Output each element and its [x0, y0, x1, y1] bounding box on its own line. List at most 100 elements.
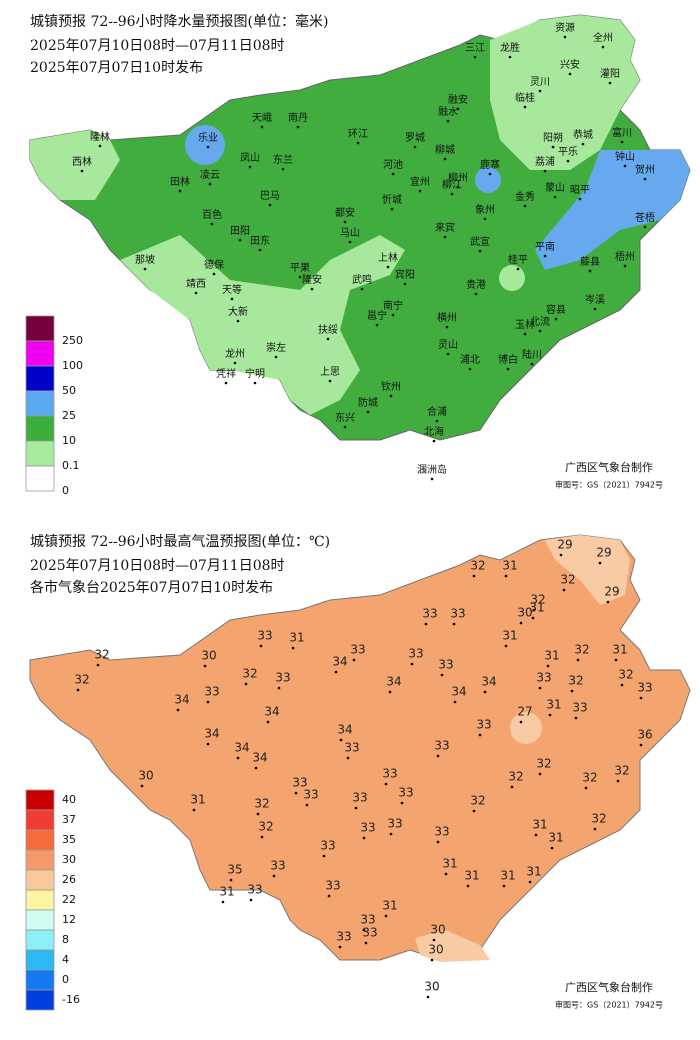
legend-label: 4	[62, 953, 69, 966]
place-label: 都安	[335, 206, 355, 219]
station-dot	[76, 688, 80, 692]
place-dot	[623, 164, 627, 168]
station-dot	[384, 914, 388, 918]
place-dot	[348, 240, 352, 244]
temperature-label: 32	[536, 757, 551, 771]
heavy-rain-area	[185, 125, 225, 165]
temperature-label: 30	[430, 923, 445, 937]
station-dot	[256, 812, 260, 816]
place-dot	[236, 319, 240, 323]
place-label: 涠洲岛	[417, 463, 447, 476]
temperature-label: 33	[382, 767, 397, 781]
legend-swatch	[25, 365, 55, 392]
temperature-label: 30	[428, 943, 443, 957]
place-label: 全州	[593, 31, 613, 44]
place-dot	[456, 107, 460, 111]
place-label: 临桂	[515, 91, 535, 104]
place-dot	[608, 81, 612, 85]
place-dot	[456, 185, 460, 189]
place-label: 浦北	[460, 353, 480, 366]
place-label: 宜州	[410, 175, 430, 188]
place-label: 崇左	[266, 341, 286, 354]
station-dot	[192, 808, 196, 812]
cooler-area	[510, 712, 542, 744]
place-label: 巴马	[260, 190, 280, 202]
station-dot	[432, 938, 436, 942]
station-dot	[334, 670, 338, 674]
map-issued: 2025年07月07日10时发布	[30, 60, 203, 76]
place-dot	[178, 189, 182, 193]
place-dot	[623, 264, 627, 268]
place-dot	[620, 140, 624, 144]
station-dot	[294, 791, 298, 795]
place-dot	[296, 125, 300, 129]
temperature-label: 33	[398, 786, 413, 800]
temperature-label: 33	[637, 681, 652, 695]
temperature-label: 34	[174, 693, 189, 707]
place-dot	[478, 249, 482, 253]
temperature-label: 33	[476, 718, 491, 732]
temperature-label: 32	[74, 673, 89, 687]
place-label: 合浦	[427, 405, 447, 418]
station-dot	[546, 664, 550, 668]
temperature-label: 31	[500, 869, 515, 883]
place-dot	[326, 337, 330, 341]
station-dot	[576, 658, 580, 662]
legend-swatch	[25, 829, 55, 851]
temperature-label: 33	[303, 788, 318, 802]
legend-swatch	[25, 969, 55, 991]
station-dot	[452, 622, 456, 626]
place-dot	[516, 267, 520, 271]
place-dot	[446, 352, 450, 356]
place-dot	[298, 275, 302, 279]
place-dot	[418, 189, 422, 193]
temperature-label: 33	[438, 658, 453, 672]
place-dot	[443, 235, 447, 239]
place-label: 玉林	[515, 318, 535, 331]
legend-swatch	[25, 390, 55, 417]
light-rain-area	[490, 15, 640, 170]
place-label: 平果	[290, 262, 310, 274]
legend-swatch	[25, 989, 55, 1011]
legend-swatch	[25, 909, 55, 931]
station-dot	[614, 658, 618, 662]
temperature-label: 31	[442, 857, 457, 871]
temperature-label: 33	[275, 671, 290, 685]
station-dot	[291, 646, 295, 650]
temperature-label: 33	[450, 607, 465, 621]
station-dot	[548, 713, 552, 717]
place-label: 阳朔	[543, 131, 563, 144]
temperature-label: 33	[360, 821, 375, 835]
legend-swatch	[25, 465, 55, 492]
place-dot	[206, 145, 210, 149]
place-label: 田东	[250, 234, 270, 247]
place-dot	[568, 72, 572, 76]
place-dot	[523, 332, 527, 336]
place-dot	[403, 282, 407, 286]
place-dot	[468, 367, 472, 371]
place-dot	[208, 182, 212, 186]
station-dot	[570, 689, 574, 693]
place-dot	[224, 381, 228, 385]
temperature-label: 32	[242, 667, 257, 681]
place-label: 岑溪	[585, 294, 605, 306]
temperature-label: 31	[532, 818, 547, 832]
temperature-label: 34	[337, 723, 352, 737]
temperature-label: 33	[352, 791, 367, 805]
place-label: 贺州	[635, 164, 655, 176]
station-dot	[249, 898, 253, 902]
temperature-label: 29	[604, 585, 619, 599]
temperature-label: 33	[204, 685, 219, 699]
temperature-label: 31	[190, 793, 205, 807]
temperature-label: 33	[387, 817, 402, 831]
temperature-label: 31	[548, 831, 563, 845]
station-dot	[322, 854, 326, 858]
station-dot	[538, 686, 542, 690]
station-dot	[593, 827, 597, 831]
temperature-label: 33	[408, 647, 423, 661]
station-dot	[362, 928, 366, 932]
station-dot	[364, 941, 368, 945]
place-dot	[253, 381, 257, 385]
station-dot	[400, 801, 404, 805]
map-period: 2025年07月10日08时—07月11日08时	[30, 38, 285, 54]
